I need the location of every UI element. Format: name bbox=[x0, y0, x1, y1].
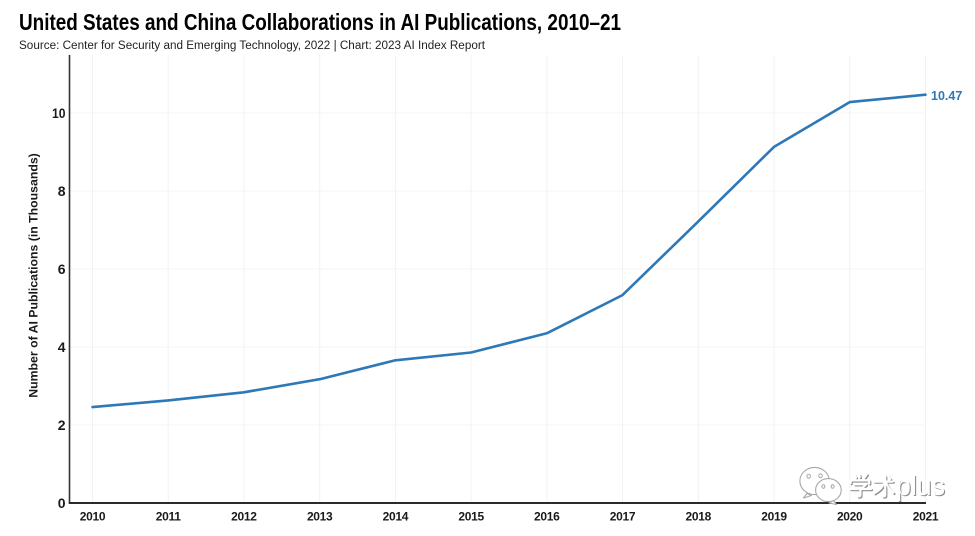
svg-text:2016: 2016 bbox=[534, 510, 560, 524]
svg-text:2012: 2012 bbox=[231, 510, 257, 524]
svg-text:2019: 2019 bbox=[761, 510, 787, 524]
svg-text:2015: 2015 bbox=[458, 510, 484, 524]
svg-text:2021: 2021 bbox=[913, 510, 939, 524]
svg-text:2010: 2010 bbox=[80, 510, 106, 524]
svg-text:2011: 2011 bbox=[156, 510, 181, 524]
svg-text:10: 10 bbox=[52, 105, 66, 121]
svg-text:plus: plus bbox=[896, 470, 945, 501]
svg-text:4: 4 bbox=[58, 339, 66, 355]
svg-text:2018: 2018 bbox=[686, 510, 712, 524]
svg-text:plus: plus bbox=[897, 471, 946, 502]
svg-text:6: 6 bbox=[58, 261, 66, 277]
svg-text:Number of AI Publications (in: Number of AI Publications (in Thousands) bbox=[27, 153, 41, 398]
svg-text:8: 8 bbox=[58, 183, 66, 199]
svg-text:United States and China Collab: United States and China Collaborations i… bbox=[19, 9, 621, 35]
svg-text:2017: 2017 bbox=[610, 510, 636, 524]
svg-text:2020: 2020 bbox=[837, 510, 863, 524]
svg-text:Source: Center for Security an: Source: Center for Security and Emerging… bbox=[19, 40, 486, 52]
svg-text:2014: 2014 bbox=[383, 510, 409, 524]
svg-text:10.47: 10.47 bbox=[931, 89, 962, 103]
svg-text:2013: 2013 bbox=[307, 510, 333, 524]
svg-text:2: 2 bbox=[58, 417, 66, 433]
svg-text:0: 0 bbox=[58, 495, 66, 511]
